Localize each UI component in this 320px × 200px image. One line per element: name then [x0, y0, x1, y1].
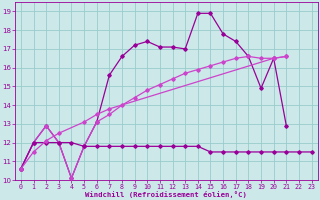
- X-axis label: Windchill (Refroidissement éolien,°C): Windchill (Refroidissement éolien,°C): [85, 191, 247, 198]
